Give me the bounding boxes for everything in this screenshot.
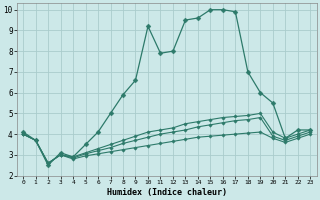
X-axis label: Humidex (Indice chaleur): Humidex (Indice chaleur) [107, 188, 227, 197]
